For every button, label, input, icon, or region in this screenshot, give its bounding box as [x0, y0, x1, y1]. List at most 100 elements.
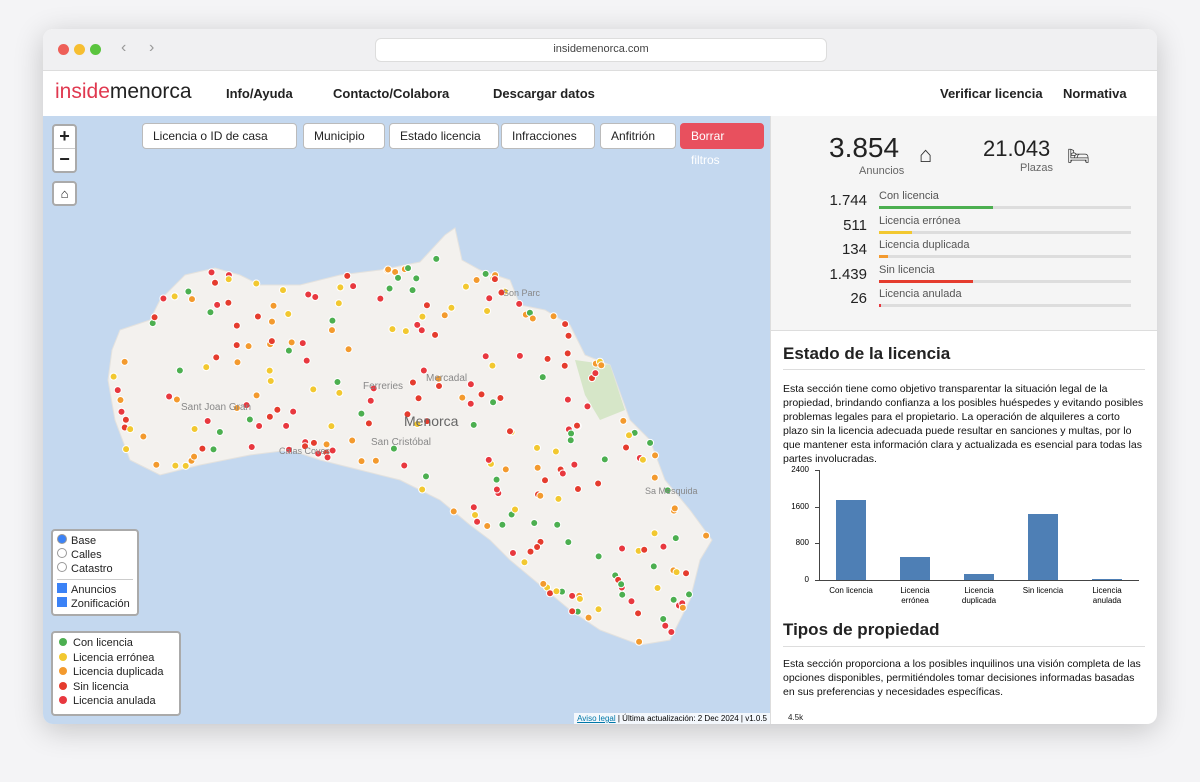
- listing-dot[interactable]: [357, 457, 366, 466]
- listing-dot[interactable]: [203, 416, 212, 425]
- listing-dot[interactable]: [349, 282, 358, 291]
- listing-dot[interactable]: [224, 298, 233, 307]
- listing-dot[interactable]: [117, 407, 126, 416]
- listing-dot[interactable]: [564, 331, 573, 340]
- listing-dot[interactable]: [334, 299, 343, 308]
- layer-option[interactable]: Catastro: [57, 562, 133, 576]
- listing-dot[interactable]: [408, 378, 417, 387]
- listing-dot[interactable]: [570, 460, 579, 469]
- listing-dot[interactable]: [152, 460, 161, 469]
- overlay-option[interactable]: Anuncios: [57, 583, 133, 597]
- listing-dot[interactable]: [364, 419, 373, 428]
- listing-dot[interactable]: [558, 469, 567, 478]
- overlay-option[interactable]: Zonificación: [57, 597, 133, 611]
- listing-dot[interactable]: [376, 294, 385, 303]
- listing-dot[interactable]: [651, 451, 660, 460]
- listing-dot[interactable]: [458, 393, 467, 402]
- listing-dot[interactable]: [649, 562, 658, 571]
- listing-dot[interactable]: [484, 455, 493, 464]
- listing-dot[interactable]: [447, 303, 456, 312]
- listing-dot[interactable]: [284, 445, 293, 454]
- listing-dot[interactable]: [273, 405, 282, 414]
- listing-dot[interactable]: [591, 369, 600, 378]
- listing-dot[interactable]: [311, 293, 320, 302]
- listing-dot[interactable]: [682, 569, 691, 578]
- listing-dot[interactable]: [401, 327, 410, 336]
- listing-dot[interactable]: [215, 427, 224, 436]
- listing-dot[interactable]: [343, 271, 352, 280]
- listing-dot[interactable]: [466, 399, 475, 408]
- search-input[interactable]: Licencia o ID de casa: [142, 123, 297, 149]
- listing-dot[interactable]: [646, 438, 655, 447]
- listing-dot[interactable]: [419, 366, 428, 375]
- listing-dot[interactable]: [309, 385, 318, 394]
- listing-dot[interactable]: [533, 542, 542, 551]
- listing-dot[interactable]: [584, 613, 593, 622]
- listing-dot[interactable]: [685, 590, 694, 599]
- listing-dot[interactable]: [265, 412, 274, 421]
- listing-dot[interactable]: [242, 401, 251, 410]
- listing-dot[interactable]: [618, 590, 627, 599]
- listing-dot[interactable]: [554, 494, 563, 503]
- listing-dot[interactable]: [469, 503, 478, 512]
- listing-dot[interactable]: [284, 310, 293, 318]
- listing-dot[interactable]: [515, 299, 524, 308]
- listing-dot[interactable]: [575, 594, 584, 603]
- listing-dot[interactable]: [421, 472, 430, 481]
- listing-dot[interactable]: [366, 396, 375, 405]
- clear-filters[interactable]: Borrar filtros: [680, 123, 764, 167]
- listing-dot[interactable]: [583, 402, 592, 411]
- listing-dot[interactable]: [539, 579, 548, 588]
- listing-dot[interactable]: [417, 326, 426, 335]
- listing-dot[interactable]: [322, 440, 331, 449]
- listing-dot[interactable]: [661, 621, 670, 630]
- listing-dot[interactable]: [209, 445, 218, 454]
- listing-dot[interactable]: [650, 529, 659, 538]
- listing-dot[interactable]: [414, 394, 423, 403]
- listing-dot[interactable]: [287, 338, 296, 347]
- listing-dot[interactable]: [472, 276, 481, 285]
- listing-dot[interactable]: [184, 287, 193, 296]
- listing-dot[interactable]: [481, 352, 490, 361]
- listing-dot[interactable]: [389, 444, 398, 453]
- listing-dot[interactable]: [232, 404, 241, 413]
- listing-dot[interactable]: [423, 417, 432, 426]
- listing-dot[interactable]: [284, 346, 293, 355]
- listing-dot[interactable]: [232, 341, 241, 350]
- listing-dot[interactable]: [139, 432, 148, 441]
- filter-dropdown[interactable]: Estado licencia: [389, 123, 499, 149]
- listing-dot[interactable]: [617, 580, 626, 589]
- listing-dot[interactable]: [190, 424, 199, 433]
- listing-dot[interactable]: [471, 510, 480, 519]
- listing-dot[interactable]: [473, 517, 482, 526]
- listing-dot[interactable]: [659, 542, 668, 551]
- listing-dot[interactable]: [253, 312, 262, 321]
- listing-dot[interactable]: [435, 381, 444, 390]
- listing-dot[interactable]: [432, 254, 441, 263]
- listing-dot[interactable]: [597, 361, 606, 370]
- listing-dot[interactable]: [171, 461, 180, 470]
- listing-dot[interactable]: [301, 442, 310, 451]
- listing-dot[interactable]: [536, 491, 545, 500]
- listing-dot[interactable]: [126, 425, 135, 434]
- legal-link[interactable]: Aviso legal: [577, 714, 616, 723]
- listing-dot[interactable]: [418, 312, 427, 321]
- maximize[interactable]: [90, 44, 101, 55]
- listing-dot[interactable]: [594, 479, 603, 488]
- listing-dot[interactable]: [400, 461, 409, 470]
- listing-dot[interactable]: [266, 376, 275, 385]
- listing-dot[interactable]: [384, 265, 393, 274]
- listing-dot[interactable]: [622, 443, 631, 452]
- listing-dot[interactable]: [653, 583, 662, 592]
- listing-dot[interactable]: [309, 438, 318, 447]
- listing-dot[interactable]: [212, 353, 221, 362]
- address-bar[interactable]: insidemenorca.com: [375, 38, 827, 62]
- listing-dot[interactable]: [573, 484, 582, 493]
- home-button[interactable]: ⌂: [52, 181, 77, 206]
- listing-dot[interactable]: [245, 415, 254, 424]
- listing-dot[interactable]: [551, 447, 560, 456]
- listing-dot[interactable]: [594, 552, 603, 561]
- listing-dot[interactable]: [150, 313, 159, 322]
- listing-dot[interactable]: [669, 595, 678, 604]
- listing-dot[interactable]: [302, 356, 311, 365]
